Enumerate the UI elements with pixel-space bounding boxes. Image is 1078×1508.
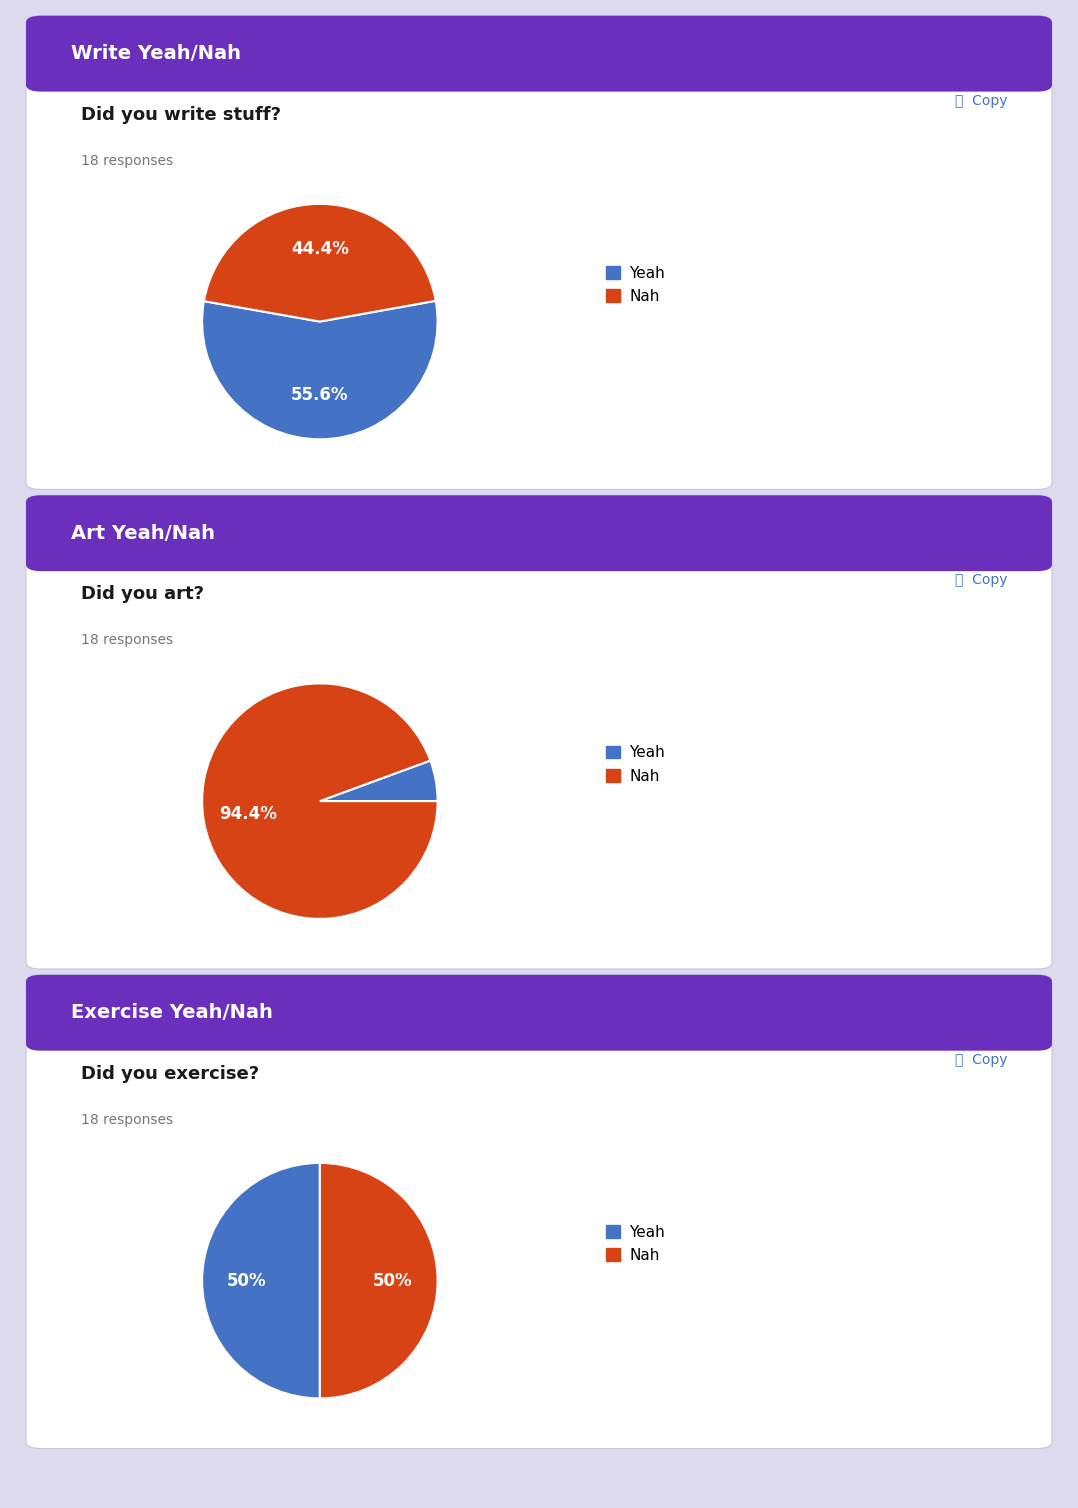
Wedge shape <box>202 683 438 918</box>
Wedge shape <box>320 760 438 801</box>
Legend: Yeah, Nah: Yeah, Nah <box>607 745 665 784</box>
Text: 44.4%: 44.4% <box>291 240 348 258</box>
Text: 📋  Copy: 📋 Copy <box>955 1053 1007 1066</box>
Text: Write Yeah/Nah: Write Yeah/Nah <box>71 44 240 63</box>
FancyBboxPatch shape <box>26 974 1052 1449</box>
Text: 18 responses: 18 responses <box>81 1113 172 1126</box>
Text: Did you write stuff?: Did you write stuff? <box>81 106 280 124</box>
Text: Did you exercise?: Did you exercise? <box>81 1065 259 1083</box>
FancyBboxPatch shape <box>26 495 1052 572</box>
FancyBboxPatch shape <box>26 15 1052 92</box>
Text: Did you art?: Did you art? <box>81 585 204 603</box>
Text: 18 responses: 18 responses <box>81 633 172 647</box>
Text: 94.4%: 94.4% <box>219 805 277 823</box>
Text: 55.6%: 55.6% <box>291 386 348 404</box>
Wedge shape <box>204 204 436 321</box>
Text: 18 responses: 18 responses <box>81 154 172 167</box>
Legend: Yeah, Nah: Yeah, Nah <box>607 1224 665 1264</box>
FancyBboxPatch shape <box>26 974 1052 1051</box>
FancyBboxPatch shape <box>26 15 1052 490</box>
Legend: Yeah, Nah: Yeah, Nah <box>607 265 665 305</box>
Wedge shape <box>202 1163 320 1398</box>
Text: 📋  Copy: 📋 Copy <box>955 93 1007 107</box>
FancyBboxPatch shape <box>26 495 1052 970</box>
Text: 50%: 50% <box>373 1271 413 1289</box>
Wedge shape <box>202 300 438 439</box>
Text: 📋  Copy: 📋 Copy <box>955 573 1007 587</box>
Wedge shape <box>320 1163 438 1398</box>
Text: Exercise Yeah/Nah: Exercise Yeah/Nah <box>71 1003 273 1022</box>
Text: Art Yeah/Nah: Art Yeah/Nah <box>71 523 215 543</box>
Text: 50%: 50% <box>227 1271 266 1289</box>
